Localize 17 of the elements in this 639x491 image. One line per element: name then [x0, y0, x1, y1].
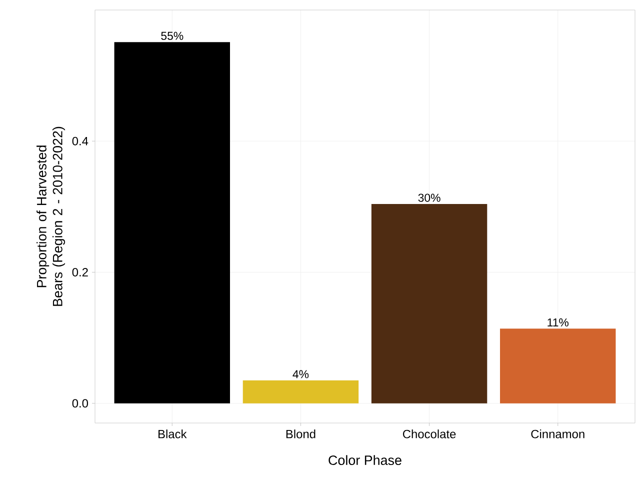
- bar: [371, 204, 488, 404]
- data-label: 11%: [548, 318, 568, 326]
- x-tick-label: Black: [158, 430, 187, 438]
- y-tick-label: 0.2: [72, 268, 88, 276]
- x-axis-title: Color Phase: [328, 455, 402, 466]
- data-label: 55%: [161, 32, 184, 40]
- y-tick-label: 0.0: [72, 399, 88, 408]
- bar: [242, 380, 359, 404]
- data-label: 30%: [418, 194, 440, 202]
- bar: [114, 42, 230, 404]
- x-tick-label: Blond: [286, 430, 316, 438]
- y-axis-title: Proportion of Harvested Bears (Region 2 - 2010-2022): [36, 126, 66, 306]
- x-tick-label: Cinnamon: [531, 430, 584, 438]
- data-label: 4%: [292, 370, 309, 378]
- y-tick-label: 0.4: [72, 136, 88, 146]
- bar: [500, 328, 616, 404]
- x-tick-label: Chocolate: [402, 430, 456, 438]
